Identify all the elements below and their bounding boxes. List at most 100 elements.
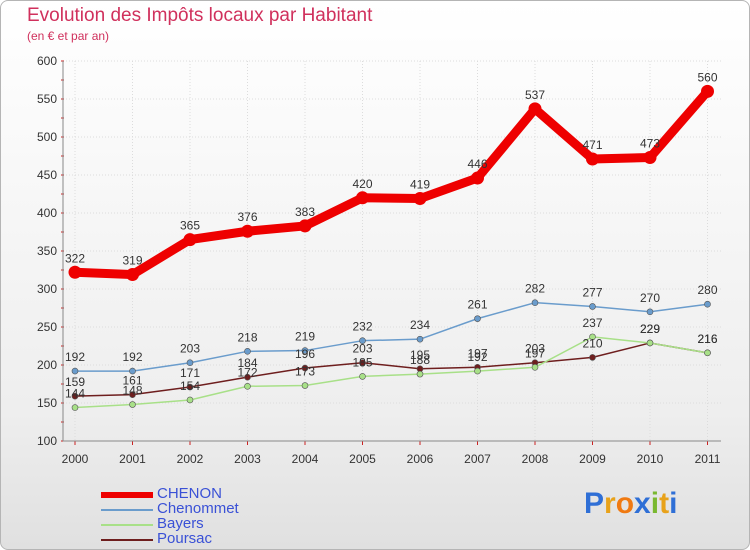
data-label: 172	[237, 365, 257, 379]
data-point	[359, 373, 366, 380]
data-label: 159	[65, 375, 85, 389]
x-tick-label: 2008	[522, 452, 549, 466]
data-label: 280	[697, 283, 717, 297]
data-point	[701, 84, 714, 98]
data-point	[528, 102, 542, 116]
data-label: 197	[467, 346, 487, 360]
x-tick-label: 2005	[349, 452, 376, 466]
data-label: 196	[295, 347, 315, 361]
data-label: 173	[295, 365, 315, 379]
y-tick-label: 100	[37, 434, 57, 448]
data-label: 229	[640, 322, 660, 336]
logo-letter: x	[634, 487, 651, 520]
data-point	[359, 337, 366, 344]
data-point	[186, 396, 194, 404]
x-tick-label: 2010	[637, 452, 664, 466]
y-tick-label: 600	[37, 54, 57, 68]
y-tick-label: 150	[37, 396, 57, 410]
data-point	[71, 367, 79, 375]
series-line-bayers	[74, 336, 709, 409]
legend-swatch-poursac	[101, 539, 153, 541]
data-label: 216	[697, 332, 717, 346]
data-point	[129, 367, 136, 375]
data-label: 322	[65, 251, 85, 265]
y-tick-label: 450	[37, 168, 57, 182]
data-label: 210	[582, 336, 602, 350]
legend-swatch-chenon	[101, 492, 153, 498]
data-label: 144	[65, 387, 85, 401]
data-point	[474, 367, 481, 375]
data-point	[186, 383, 194, 391]
series-line-poursac	[74, 342, 709, 397]
data-point	[413, 192, 427, 206]
chart-subtitle: (en € et par an)	[27, 29, 110, 43]
data-label: 161	[122, 374, 142, 388]
legend-swatch-bayers	[101, 524, 153, 526]
proxiti-logo: Proxiti	[584, 487, 677, 521]
data-point	[589, 303, 596, 310]
data-label: 188	[410, 353, 430, 367]
data-label: 471	[582, 138, 602, 152]
data-point	[589, 333, 596, 341]
y-tick-label: 200	[37, 358, 57, 372]
data-point	[244, 373, 251, 381]
y-tick-label: 350	[37, 244, 57, 258]
data-point	[129, 391, 136, 398]
data-label: 473	[640, 137, 660, 151]
data-point	[126, 268, 139, 282]
data-label: 229	[640, 322, 660, 336]
legend-label-poursac: Poursac	[157, 530, 213, 547]
x-tick-label: 2001	[119, 452, 146, 466]
data-label: 203	[525, 342, 545, 356]
data-label: 232	[352, 320, 372, 334]
logo-letter: P	[584, 487, 605, 520]
x-tick-label: 2007	[464, 452, 491, 466]
data-point	[589, 354, 596, 361]
data-point	[356, 191, 369, 205]
series-line-chenommet	[74, 301, 709, 372]
chart-title: Evolution des Impôts locaux par Habitant	[27, 5, 373, 26]
data-point	[68, 265, 82, 279]
legend-label-chenommet: Chenommet	[157, 500, 239, 517]
data-label: 234	[410, 318, 430, 332]
legend-swatch-chenommet	[101, 509, 153, 511]
data-point	[298, 219, 312, 233]
data-label: 277	[582, 285, 602, 299]
data-label: 192	[122, 350, 142, 364]
data-point	[244, 382, 251, 390]
data-label: 560	[697, 70, 717, 84]
legend-label-chenon: CHENON	[157, 485, 223, 502]
data-label: 446	[467, 157, 487, 171]
data-point	[643, 151, 657, 165]
data-label: 237	[582, 316, 602, 330]
data-label: 192	[65, 350, 85, 364]
logo-letter: i	[669, 487, 678, 520]
data-point	[359, 359, 366, 367]
data-point	[71, 392, 79, 400]
data-point	[186, 359, 194, 367]
data-point	[474, 315, 481, 322]
data-label: 192	[467, 350, 487, 364]
data-point	[471, 171, 484, 185]
data-point	[244, 348, 251, 355]
data-point	[704, 300, 711, 308]
data-label: 365	[180, 219, 200, 233]
data-label: 261	[467, 298, 487, 312]
data-point	[416, 335, 424, 343]
legend-label-bayers: Bayers	[157, 515, 204, 532]
x-tick-label: 2003	[234, 452, 261, 466]
data-point	[586, 152, 599, 166]
data-label: 419	[410, 178, 430, 192]
data-point	[71, 404, 79, 411]
data-label: 197	[525, 346, 545, 360]
data-point	[531, 299, 539, 306]
y-tick-label: 500	[37, 130, 57, 144]
logo-letter: r	[604, 487, 616, 520]
data-label: 185	[352, 355, 372, 369]
x-tick-label: 2004	[292, 452, 319, 466]
x-tick-label: 2009	[579, 452, 606, 466]
data-label: 203	[180, 342, 200, 356]
data-point	[416, 370, 424, 378]
